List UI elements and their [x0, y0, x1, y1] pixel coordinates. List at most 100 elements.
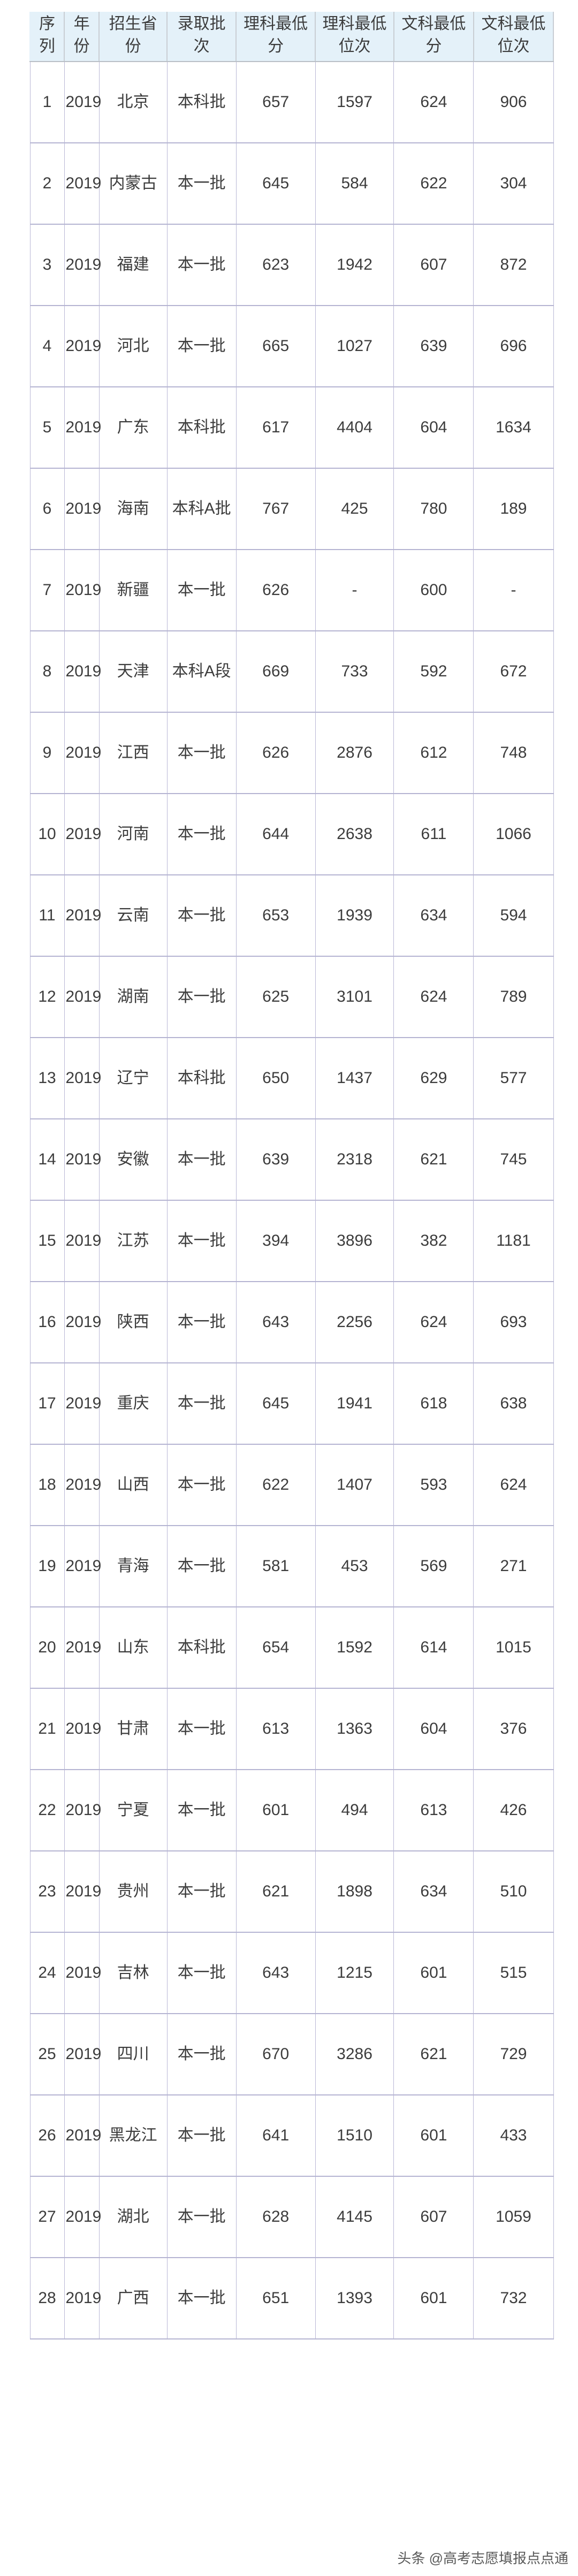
cell-year: 2019 — [64, 1525, 101, 1607]
cell-index: 10 — [29, 793, 65, 875]
cell-arts-min-score: 613 — [393, 1769, 474, 1851]
cell-science-min-rank: 1939 — [315, 874, 394, 957]
table-row: 18 2019 山西 本一批 622 1407 593 624 — [29, 1444, 554, 1526]
cell-science-min-rank: 1510 — [315, 2094, 394, 2177]
cell-science-min-score: 665 — [235, 305, 316, 387]
column-header-art-rank: 文科最低位次 — [473, 12, 554, 62]
cell-arts-min-rank: 693 — [473, 1281, 554, 1363]
cell-arts-min-rank: 872 — [473, 224, 554, 306]
cell-year: 2019 — [64, 1932, 101, 2014]
cell-science-min-rank: 584 — [315, 142, 394, 225]
table-row: 5 2019 广东 本科批 617 4404 604 1634 — [29, 386, 554, 469]
cell-arts-min-rank: 638 — [473, 1362, 554, 1445]
table-row: 15 2019 江苏 本一批 394 3896 382 1181 — [29, 1200, 554, 1282]
cell-arts-min-rank: 304 — [473, 142, 554, 225]
cell-batch: 本一批 — [166, 1200, 237, 1282]
cell-batch: 本一批 — [166, 793, 237, 875]
cell-arts-min-score: 607 — [393, 224, 474, 306]
cell-province: 吉林 — [98, 1932, 168, 2014]
cell-year: 2019 — [64, 549, 101, 631]
cell-arts-min-score: 604 — [393, 386, 474, 469]
cell-arts-min-score: 569 — [393, 1525, 474, 1607]
cell-arts-min-rank: 729 — [473, 2013, 554, 2095]
cell-arts-min-score: 624 — [393, 61, 474, 143]
table-row: 3 2019 福建 本一批 623 1942 607 872 — [29, 224, 554, 306]
cell-arts-min-score: 593 — [393, 1444, 474, 1526]
cell-arts-min-score: 621 — [393, 2013, 474, 2095]
cell-arts-min-rank: 189 — [473, 468, 554, 550]
cell-arts-min-score: 592 — [393, 630, 474, 713]
column-header-year: 年份 — [64, 12, 100, 62]
cell-science-min-rank: 1941 — [315, 1362, 394, 1445]
cell-index: 16 — [29, 1281, 65, 1363]
cell-index: 15 — [29, 1200, 65, 1282]
cell-province: 青海 — [98, 1525, 168, 1607]
table-row: 23 2019 贵州 本一批 621 1898 634 510 — [29, 1850, 554, 1933]
cell-science-min-rank: - — [315, 549, 394, 631]
cell-science-min-score: 644 — [235, 793, 316, 875]
cell-science-min-rank: 1597 — [315, 61, 394, 143]
cell-science-min-score: 617 — [235, 386, 316, 469]
cell-science-min-rank: 1393 — [315, 2257, 394, 2339]
cell-batch: 本科A段 — [166, 630, 237, 713]
cell-arts-min-rank: 515 — [473, 1932, 554, 2014]
cell-science-min-rank: 2256 — [315, 1281, 394, 1363]
column-header-sci-score: 理科最低分 — [236, 12, 316, 62]
cell-arts-min-score: 382 — [393, 1200, 474, 1282]
cell-index: 9 — [29, 712, 65, 794]
cell-province: 北京 — [98, 61, 168, 143]
cell-province: 海南 — [98, 468, 168, 550]
cell-index: 13 — [29, 1037, 65, 1119]
cell-province: 陕西 — [98, 1281, 168, 1363]
cell-year: 2019 — [64, 468, 101, 550]
cell-province: 宁夏 — [98, 1769, 168, 1851]
cell-province: 广西 — [98, 2257, 168, 2339]
cell-science-min-rank: 1407 — [315, 1444, 394, 1526]
table-row: 19 2019 青海 本一批 581 453 569 271 — [29, 1525, 554, 1607]
cell-year: 2019 — [64, 1281, 101, 1363]
cell-science-min-score: 651 — [235, 2257, 316, 2339]
cell-batch: 本一批 — [166, 956, 237, 1038]
page-root: 序列 年份 招生省份 录取批次 理科最低分 理科最低位次 文科最低分 文科最低位… — [0, 12, 578, 2576]
cell-science-min-score: 613 — [235, 1688, 316, 1770]
cell-year: 2019 — [64, 1606, 101, 1689]
cell-batch: 本一批 — [166, 2257, 237, 2339]
cell-arts-min-rank: 577 — [473, 1037, 554, 1119]
table-row: 27 2019 湖北 本一批 628 4145 607 1059 — [29, 2176, 554, 2258]
cell-year: 2019 — [64, 874, 101, 957]
cell-science-min-score: 650 — [235, 1037, 316, 1119]
cell-batch: 本科批 — [166, 386, 237, 469]
cell-year: 2019 — [64, 61, 101, 143]
cell-science-min-score: 581 — [235, 1525, 316, 1607]
table-row: 11 2019 云南 本一批 653 1939 634 594 — [29, 874, 554, 957]
cell-year: 2019 — [64, 386, 101, 469]
cell-science-min-rank: 4404 — [315, 386, 394, 469]
cell-science-min-score: 622 — [235, 1444, 316, 1526]
cell-science-min-rank: 1437 — [315, 1037, 394, 1119]
cell-arts-min-score: 622 — [393, 142, 474, 225]
cell-arts-min-rank: 672 — [473, 630, 554, 713]
cell-index: 7 — [29, 549, 65, 631]
cell-batch: 本科批 — [166, 1606, 237, 1689]
cell-batch: 本一批 — [166, 1688, 237, 1770]
cell-index: 12 — [29, 956, 65, 1038]
table-row: 13 2019 辽宁 本科批 650 1437 629 577 — [29, 1037, 554, 1119]
cell-science-min-score: 623 — [235, 224, 316, 306]
cell-arts-min-score: 601 — [393, 2094, 474, 2177]
cell-year: 2019 — [64, 2013, 101, 2095]
cell-arts-min-rank: 789 — [473, 956, 554, 1038]
cell-science-min-score: 653 — [235, 874, 316, 957]
cell-province: 重庆 — [98, 1362, 168, 1445]
cell-index: 28 — [29, 2257, 65, 2339]
cell-science-min-rank: 3101 — [315, 956, 394, 1038]
cell-science-min-score: 767 — [235, 468, 316, 550]
cell-batch: 本一批 — [166, 712, 237, 794]
cell-arts-min-rank: 624 — [473, 1444, 554, 1526]
cell-science-min-score: 670 — [235, 2013, 316, 2095]
table-row: 20 2019 山东 本科批 654 1592 614 1015 — [29, 1606, 554, 1689]
table-row: 28 2019 广西 本一批 651 1393 601 732 — [29, 2257, 554, 2339]
cell-science-min-score: 639 — [235, 1118, 316, 1201]
cell-science-min-score: 657 — [235, 61, 316, 143]
watermark-label: 头条 @高考志愿填报点点通 — [397, 2550, 568, 2566]
cell-arts-min-score: 601 — [393, 2257, 474, 2339]
